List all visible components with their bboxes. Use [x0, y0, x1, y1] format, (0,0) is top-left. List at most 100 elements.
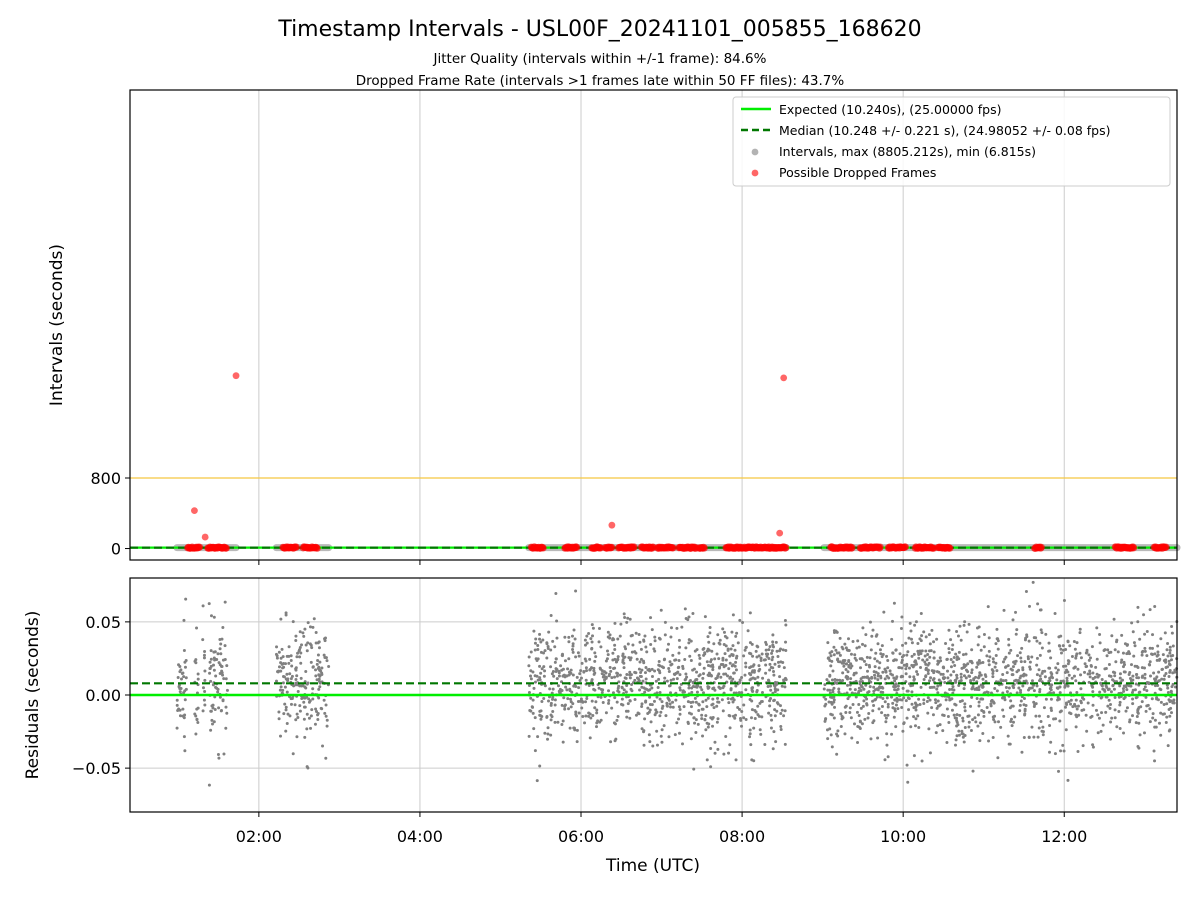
- residual-point: [970, 695, 974, 699]
- residual-point: [587, 684, 591, 688]
- residual-point: [635, 657, 639, 661]
- residual-point: [719, 675, 723, 679]
- residual-point: [668, 660, 672, 664]
- residual-point: [733, 648, 737, 652]
- residual-point: [1046, 714, 1050, 718]
- residual-point: [636, 711, 640, 715]
- residual-point: [1157, 721, 1161, 725]
- residual-point: [527, 683, 531, 687]
- figure-title: Timestamp Intervals - USL00F_20241101_00…: [277, 17, 921, 42]
- residual-point: [905, 653, 909, 657]
- residual-point: [865, 702, 869, 706]
- residual-point: [323, 656, 327, 660]
- residual-point: [579, 669, 583, 673]
- residual-point: [1022, 696, 1026, 700]
- residual-point: [783, 709, 787, 713]
- residual-point: [1044, 697, 1048, 701]
- residual-point: [878, 661, 882, 665]
- residual-point: [962, 687, 966, 691]
- residual-point: [676, 666, 680, 670]
- residual-point: [305, 727, 309, 731]
- residual-point: [766, 684, 770, 688]
- residual-point: [905, 763, 909, 767]
- residual-point: [955, 734, 959, 738]
- residual-point: [183, 713, 187, 717]
- residual-point: [1162, 712, 1166, 716]
- residual-point: [843, 642, 847, 646]
- residual-point: [301, 684, 305, 688]
- residual-point: [1064, 701, 1068, 705]
- residual-point: [726, 697, 730, 701]
- residual-point: [638, 640, 642, 644]
- residual-point: [946, 669, 950, 673]
- residual-point: [687, 638, 691, 642]
- residual-point: [836, 729, 840, 733]
- residual-point: [913, 724, 917, 728]
- residual-point: [1148, 646, 1152, 650]
- residual-point: [893, 684, 897, 688]
- residuals-y-axis-label: Residuals (seconds): [23, 611, 43, 780]
- residual-point: [869, 737, 873, 741]
- residual-point: [279, 734, 283, 738]
- residual-point: [784, 648, 788, 652]
- residual-point: [722, 665, 726, 669]
- residual-point: [1153, 684, 1157, 688]
- residual-point: [711, 668, 715, 672]
- residual-point: [927, 633, 931, 637]
- residual-point: [539, 717, 543, 721]
- residual-point: [618, 634, 622, 638]
- residual-point: [1169, 711, 1173, 715]
- residual-point: [1066, 670, 1070, 674]
- residual-point: [297, 649, 301, 653]
- residual-point: [529, 696, 533, 700]
- residual-point: [770, 651, 774, 655]
- residual-point: [1076, 667, 1080, 671]
- residual-point: [739, 718, 743, 722]
- residual-point: [843, 705, 847, 709]
- residual-point: [1167, 659, 1171, 663]
- intervals-y-tick-label: 0: [111, 540, 121, 559]
- residual-point: [1146, 703, 1150, 707]
- residual-point: [878, 686, 882, 690]
- residual-point: [662, 658, 666, 662]
- residual-point: [298, 646, 302, 650]
- residual-point: [1109, 690, 1113, 694]
- residual-point: [866, 716, 870, 720]
- residual-point: [1107, 651, 1111, 655]
- residual-point: [324, 756, 328, 760]
- residual-point: [989, 702, 993, 706]
- residual-point: [926, 672, 930, 676]
- residual-point: [1069, 702, 1073, 706]
- residual-point: [934, 701, 938, 705]
- residual-point: [764, 671, 768, 675]
- residual-point: [282, 675, 286, 679]
- residual-point: [913, 701, 917, 705]
- residual-point: [539, 650, 543, 654]
- residual-point: [895, 699, 899, 703]
- residual-point: [691, 680, 695, 684]
- residual-point: [955, 630, 959, 634]
- residual-point: [876, 678, 880, 682]
- residual-point: [994, 653, 998, 657]
- residual-point: [958, 624, 962, 628]
- residual-point: [1125, 652, 1129, 656]
- residual-point: [196, 672, 200, 676]
- residual-point: [928, 698, 932, 702]
- residual-point: [721, 627, 725, 631]
- residual-point: [945, 657, 949, 661]
- residual-point: [851, 703, 855, 707]
- residual-point: [982, 645, 986, 649]
- residual-point: [175, 726, 179, 730]
- residual-point: [294, 678, 298, 682]
- residual-point: [1164, 660, 1168, 664]
- x-tick-label: 04:00: [397, 827, 443, 846]
- residual-point: [758, 667, 762, 671]
- residual-point: [1009, 717, 1013, 721]
- residual-point: [657, 677, 661, 681]
- residual-point: [750, 670, 754, 674]
- residual-point: [1105, 654, 1109, 658]
- residual-point: [868, 685, 872, 689]
- residual-point: [1059, 651, 1063, 655]
- residual-point: [822, 687, 826, 691]
